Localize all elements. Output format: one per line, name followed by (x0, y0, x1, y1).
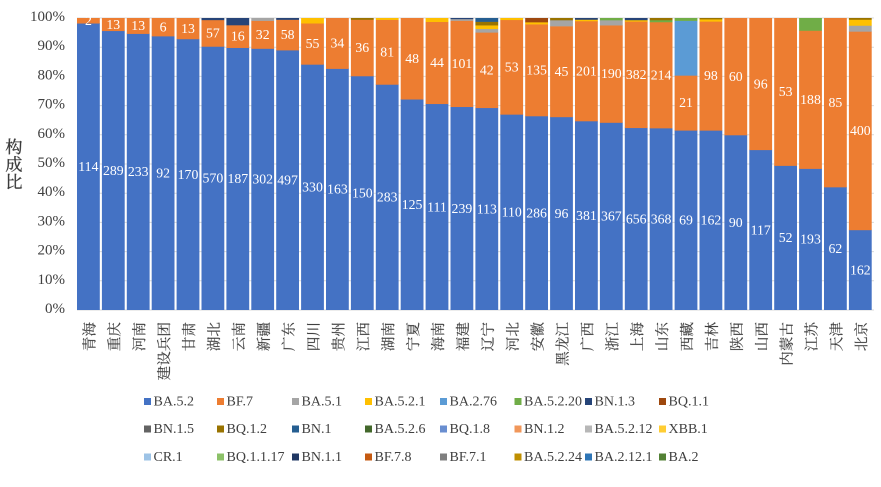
svg-text:52: 52 (779, 230, 793, 245)
svg-text:BA.5.2.20: BA.5.2.20 (524, 395, 582, 410)
svg-text:85: 85 (829, 95, 843, 110)
svg-text:188: 188 (800, 92, 821, 107)
svg-text:117: 117 (751, 222, 771, 237)
svg-text:BA.2.12.1: BA.2.12.1 (595, 450, 653, 465)
svg-text:BN.1.1: BN.1.1 (302, 450, 342, 465)
svg-text:10%: 10% (38, 272, 66, 288)
svg-text:111: 111 (427, 199, 447, 214)
svg-text:XBB.1: XBB.1 (669, 422, 708, 437)
svg-text:2: 2 (85, 13, 92, 28)
svg-text:BN.1: BN.1 (302, 422, 332, 437)
svg-text:BF.7: BF.7 (227, 395, 254, 410)
svg-text:20%: 20% (38, 243, 66, 259)
svg-text:40%: 40% (38, 184, 66, 200)
svg-text:113: 113 (477, 201, 497, 216)
svg-text:42: 42 (480, 63, 494, 78)
svg-text:30%: 30% (38, 213, 66, 229)
svg-text:162: 162 (701, 213, 722, 228)
svg-text:170: 170 (178, 167, 199, 182)
svg-text:BQ.1.2: BQ.1.2 (227, 422, 267, 437)
svg-text:53: 53 (779, 84, 793, 99)
svg-text:BQ.1.1.17: BQ.1.1.17 (227, 450, 285, 465)
svg-text:382: 382 (626, 67, 647, 82)
svg-text:201: 201 (576, 63, 597, 78)
svg-text:BF.7.8: BF.7.8 (375, 450, 412, 465)
svg-text:57: 57 (206, 26, 220, 41)
svg-text:114: 114 (78, 159, 98, 174)
svg-text:289: 289 (103, 163, 124, 178)
svg-text:55: 55 (306, 36, 320, 51)
svg-text:400: 400 (850, 123, 871, 138)
svg-text:BN.1.2: BN.1.2 (524, 422, 564, 437)
svg-text:283: 283 (377, 190, 398, 205)
svg-text:302: 302 (252, 172, 273, 187)
svg-text:125: 125 (402, 197, 423, 212)
svg-text:187: 187 (227, 171, 248, 186)
svg-text:BA.5.2: BA.5.2 (154, 395, 194, 410)
svg-text:BQ.1.8: BQ.1.8 (450, 422, 490, 437)
svg-text:BN.1.5: BN.1.5 (154, 422, 194, 437)
svg-text:13: 13 (131, 18, 145, 33)
svg-text:13: 13 (106, 17, 120, 32)
svg-text:BA.5.2.6: BA.5.2.6 (375, 422, 426, 437)
svg-text:381: 381 (576, 208, 597, 223)
svg-text:BN.1.3: BN.1.3 (595, 395, 635, 410)
svg-text:90%: 90% (38, 38, 66, 54)
svg-text:239: 239 (452, 201, 473, 216)
svg-text:58: 58 (281, 27, 295, 42)
svg-text:53: 53 (505, 60, 519, 75)
svg-text:21: 21 (679, 95, 693, 110)
svg-text:BA.5.2.24: BA.5.2.24 (524, 450, 582, 465)
svg-text:214: 214 (651, 67, 672, 82)
svg-text:367: 367 (601, 209, 622, 224)
svg-text:62: 62 (829, 241, 843, 256)
svg-text:162: 162 (850, 262, 871, 277)
svg-text:BA.2.76: BA.2.76 (450, 395, 497, 410)
svg-text:90: 90 (729, 215, 743, 230)
svg-text:80%: 80% (38, 67, 66, 83)
svg-text:50%: 50% (38, 155, 66, 171)
svg-text:16: 16 (231, 29, 245, 44)
svg-text:497: 497 (277, 173, 298, 188)
svg-text:96: 96 (754, 76, 768, 91)
svg-text:286: 286 (526, 205, 547, 220)
svg-text:570: 570 (203, 171, 224, 186)
svg-text:101: 101 (452, 56, 473, 71)
svg-text:BA.5.1: BA.5.1 (302, 395, 342, 410)
svg-text:BQ.1.1: BQ.1.1 (669, 395, 709, 410)
svg-text:70%: 70% (38, 97, 66, 113)
svg-text:98: 98 (704, 68, 718, 83)
svg-text:36: 36 (355, 40, 369, 55)
svg-text:BA.5.2.12: BA.5.2.12 (595, 422, 653, 437)
svg-text:81: 81 (380, 44, 394, 59)
svg-text:233: 233 (128, 164, 149, 179)
svg-text:32: 32 (256, 27, 270, 42)
svg-text:34: 34 (331, 36, 345, 51)
svg-text:330: 330 (302, 180, 323, 195)
svg-text:BA.2: BA.2 (669, 450, 699, 465)
svg-text:135: 135 (526, 62, 547, 77)
svg-text:190: 190 (601, 66, 622, 81)
svg-text:0%: 0% (45, 301, 65, 317)
svg-text:60: 60 (729, 69, 743, 84)
svg-text:656: 656 (626, 211, 647, 226)
svg-text:6: 6 (160, 19, 167, 34)
svg-text:150: 150 (352, 185, 373, 200)
svg-text:163: 163 (327, 182, 348, 197)
svg-text:60%: 60% (38, 126, 66, 142)
svg-text:96: 96 (555, 206, 569, 221)
svg-text:BA.5.2.1: BA.5.2.1 (375, 395, 426, 410)
svg-text:110: 110 (502, 205, 522, 220)
svg-text:92: 92 (156, 165, 170, 180)
svg-text:193: 193 (800, 232, 821, 247)
svg-text:368: 368 (651, 211, 672, 226)
svg-text:13: 13 (181, 21, 195, 36)
svg-text:69: 69 (679, 213, 693, 228)
svg-text:BF.7.1: BF.7.1 (450, 450, 487, 465)
svg-text:100%: 100% (30, 9, 65, 25)
svg-text:44: 44 (430, 55, 444, 70)
svg-text:CR.1: CR.1 (154, 450, 183, 465)
svg-text:45: 45 (555, 64, 569, 79)
svg-text:48: 48 (405, 51, 419, 66)
